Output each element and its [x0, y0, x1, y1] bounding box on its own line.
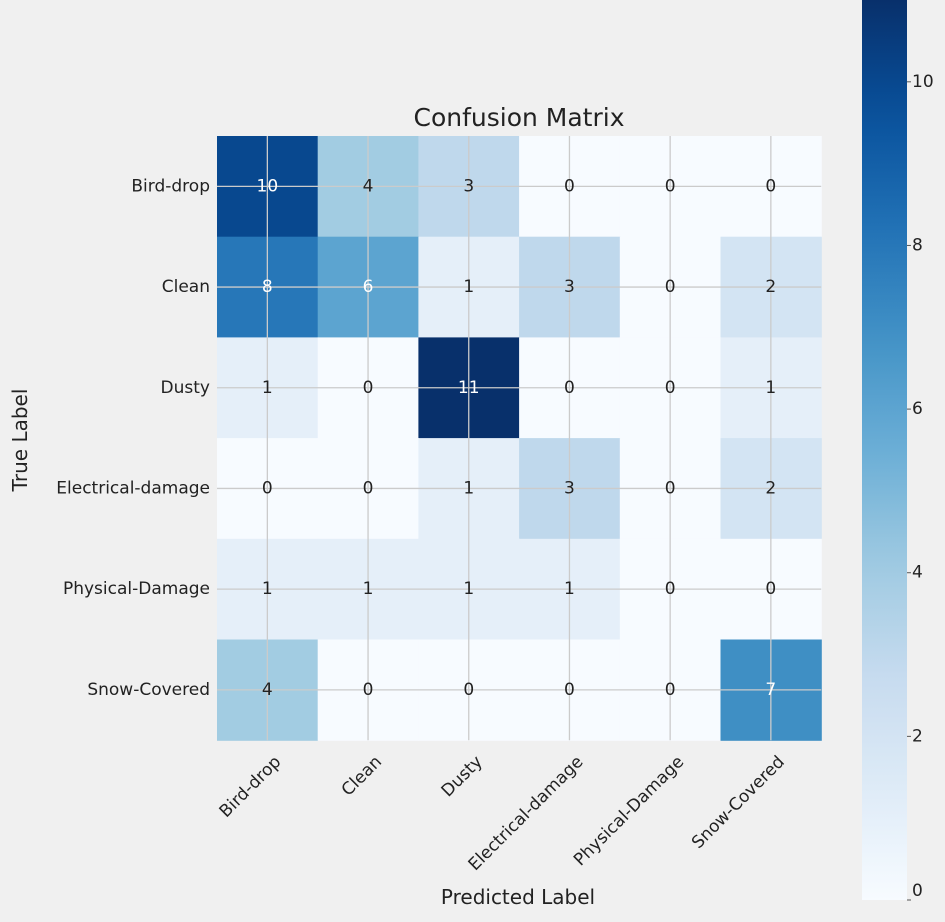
cell-value-label: 7: [765, 680, 776, 700]
x-axis-title: Predicted Label: [441, 885, 595, 909]
cell-value-label: 0: [564, 176, 575, 196]
cell-value-label: 10: [257, 176, 279, 196]
chart-title: Confusion Matrix: [413, 103, 624, 132]
grid-lines: [217, 136, 822, 741]
y-tick-label: Snow-Covered: [87, 680, 210, 700]
y-axis-tick-labels: Bird-drop Clean Dusty Electrical-damage Phys…: [56, 176, 210, 700]
cell-value-label: 1: [463, 478, 474, 498]
colorbar-tick-label: 0: [912, 881, 923, 901]
cell-value-label: 0: [363, 680, 374, 700]
cell-value-label: 1: [463, 277, 474, 297]
colorbar-tick-label: 6: [912, 399, 923, 419]
cell-value-label: 2: [765, 478, 776, 498]
cell-value-label: 0: [564, 680, 575, 700]
cell-value-label: 1: [765, 378, 776, 398]
cell-value-label: 0: [665, 478, 676, 498]
y-tick-label: Physical-Damage: [63, 579, 210, 599]
cell-value-label: 3: [564, 277, 575, 297]
cell-value-label: 0: [665, 277, 676, 297]
y-tick-label: Clean: [162, 277, 210, 297]
cell-value-labels: 10 4 3 0 0 08 6 1 3 0 21 0 11 0 0 10 0 1 3 0 21 1 1 1 0 04 0 0 0 0 7: [257, 176, 777, 700]
colorbar-tick-label: 4: [912, 563, 923, 583]
cell-value-label: 4: [363, 176, 374, 196]
colorbar-tick-label: 10: [912, 72, 934, 92]
cell-value-label: 6: [363, 277, 374, 297]
cell-value-label: 11: [458, 378, 480, 398]
cell-value-label: 3: [463, 176, 474, 196]
colorbar-tick-labels: 0 2 4 6 8 10: [907, 72, 934, 901]
cell-value-label: 0: [765, 176, 776, 196]
cell-value-label: 0: [363, 378, 374, 398]
y-tick-label: Electrical-damage: [56, 478, 210, 498]
cell-value-label: 0: [363, 478, 374, 498]
colorbar: [862, 0, 907, 900]
cell-value-label: 0: [665, 378, 676, 398]
cell-value-label: 4: [262, 680, 273, 700]
cell-value-label: 2: [765, 277, 776, 297]
cell-value-label: 1: [262, 579, 273, 599]
cell-value-label: 3: [564, 478, 575, 498]
y-tick-label: Bird-drop: [131, 176, 210, 196]
cell-value-label: 1: [463, 579, 474, 599]
cell-value-label: 0: [463, 680, 474, 700]
y-axis-title: True Label: [8, 389, 32, 493]
cell-value-label: 1: [262, 378, 273, 398]
cell-value-label: 1: [363, 579, 374, 599]
heatmap-cells: [217, 136, 822, 741]
cell-value-label: 0: [262, 478, 273, 498]
cell-value-label: 8: [262, 277, 273, 297]
colorbar-tick-label: 2: [912, 726, 923, 746]
cell-value-label: 0: [665, 579, 676, 599]
y-tick-label: Dusty: [161, 378, 210, 398]
colorbar-tick-label: 8: [912, 235, 923, 255]
cell-value-label: 0: [564, 378, 575, 398]
cell-value-label: 0: [765, 579, 776, 599]
cell-value-label: 0: [665, 680, 676, 700]
cell-value-label: 1: [564, 579, 575, 599]
cell-value-label: 0: [665, 176, 676, 196]
